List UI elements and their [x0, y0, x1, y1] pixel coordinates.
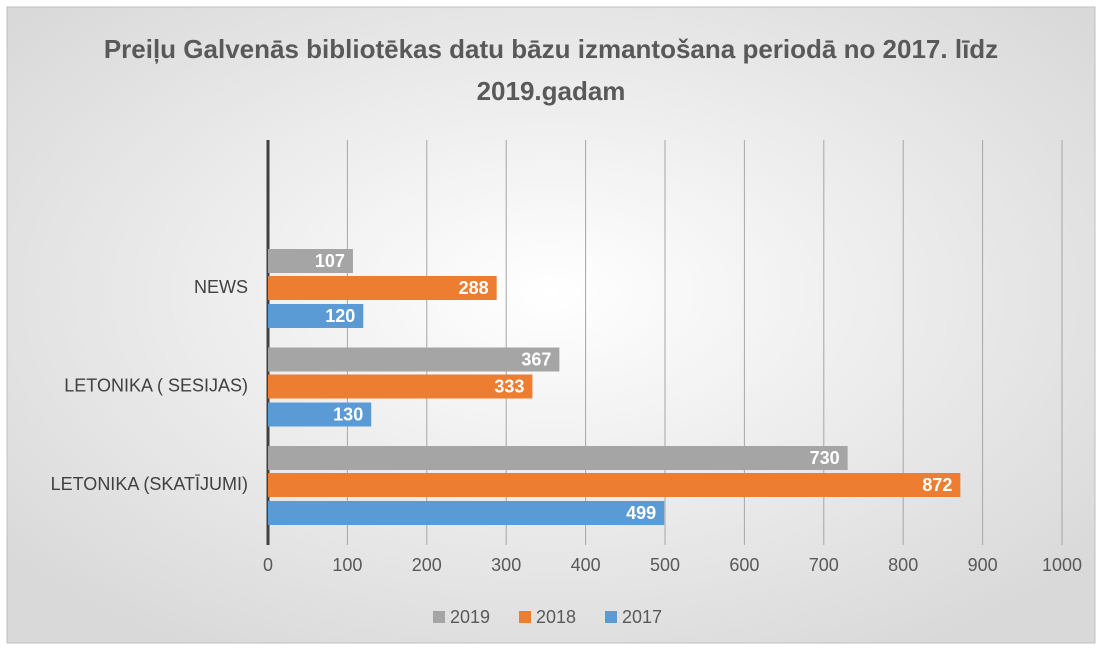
x-tick-label: 100: [332, 555, 362, 575]
data-label: 120: [325, 306, 355, 326]
x-tick-label: 500: [650, 555, 680, 575]
data-label: 107: [315, 251, 345, 271]
legend-swatch: [519, 611, 531, 623]
chart-title: Preiļu Galvenās bibliotēkas datu bāzu iz…: [103, 34, 999, 106]
data-label: 872: [922, 475, 952, 495]
chart-background: [6, 6, 1096, 644]
y-tick-label: NEWS: [194, 277, 248, 297]
x-tick-label: 300: [491, 555, 521, 575]
x-tick-label: 400: [571, 555, 601, 575]
legend-label: 2017: [622, 607, 662, 627]
y-tick-label: LETONIKA (SKATĪJUMI): [51, 474, 248, 494]
bar: [268, 446, 848, 470]
legend-label: 2019: [450, 607, 490, 627]
data-label: 333: [494, 376, 524, 396]
bar: [268, 304, 364, 328]
bar: [268, 249, 353, 273]
legend-swatch: [433, 611, 445, 623]
legend-label: 2018: [536, 607, 576, 627]
title-box: Preiļu Galvenās bibliotēkas datu bāzu iz…: [103, 34, 999, 106]
data-label: 288: [459, 278, 489, 298]
bar: [268, 402, 372, 427]
bar: [268, 501, 665, 525]
data-label: 130: [333, 404, 363, 424]
data-label: 730: [810, 448, 840, 468]
y-tick-label: LETONIKA ( SESIJAS): [64, 375, 248, 395]
legend-swatch: [605, 611, 617, 623]
x-tick-label: 900: [968, 555, 998, 575]
x-tick-label: 1000: [1042, 555, 1082, 575]
bar: [268, 473, 961, 497]
bar: [268, 374, 533, 399]
x-tick-label: 800: [888, 555, 918, 575]
bar: [268, 347, 560, 372]
x-tick-label: 600: [729, 555, 759, 575]
data-label: 499: [626, 503, 656, 523]
data-label: 367: [521, 349, 551, 369]
x-tick-label: 700: [809, 555, 839, 575]
x-tick-label: 0: [263, 555, 273, 575]
bar: [268, 276, 497, 300]
x-tick-label: 200: [412, 555, 442, 575]
